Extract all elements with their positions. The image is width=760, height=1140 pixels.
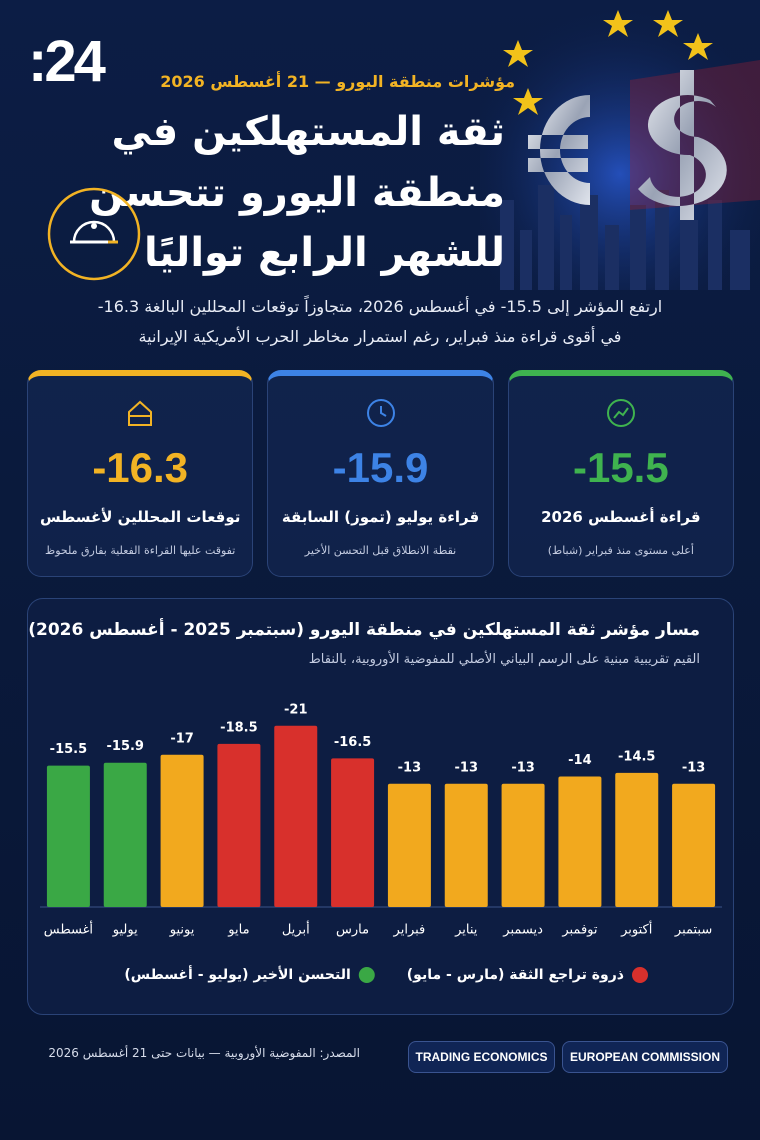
chart-subtitle: القيم تقريبية مبنية على الرسم البياني ال… xyxy=(308,652,700,667)
card-label: قراءة أغسطس 2026 xyxy=(541,508,701,526)
value-label: -17 xyxy=(170,731,194,746)
card-value: -15.5 xyxy=(572,444,669,491)
bar xyxy=(331,758,375,907)
value-label: -16.5 xyxy=(334,735,371,750)
stat-card: -15.5 قراءة أغسطس 2026 أعلى مستوى منذ فب… xyxy=(507,370,734,577)
bar xyxy=(274,725,318,907)
legend-swatch xyxy=(632,967,648,983)
headline: منطقة اليورو تتحسن xyxy=(89,170,505,216)
header-icon xyxy=(47,187,141,281)
x-tick-label: أغسطس xyxy=(44,921,93,938)
card-value: -16.3 xyxy=(92,444,189,491)
x-tick-label: فبراير xyxy=(393,923,426,938)
x-tick-label: يوليو xyxy=(112,923,138,938)
value-label: -13 xyxy=(511,760,535,775)
stat-card: -15.9 قراءة يوليو (تموز) السابقة نقطة ال… xyxy=(267,370,494,577)
x-tick-label: أبريل xyxy=(282,921,310,938)
bar xyxy=(558,776,602,907)
bar xyxy=(615,772,659,907)
card-icon xyxy=(606,399,635,427)
x-tick-label: سبتمبر xyxy=(674,923,712,938)
bar xyxy=(444,783,488,907)
stat-cards: -15.5 قراءة أغسطس 2026 أعلى مستوى منذ فب… xyxy=(27,370,734,577)
hero-art xyxy=(480,0,760,290)
bar xyxy=(387,783,431,907)
x-tick-label: أكتوبر xyxy=(620,921,652,938)
source: المصدر: المفوضية الأوروبية — بيانات حتى … xyxy=(48,1046,360,1060)
card-label: قراءة يوليو (تموز) السابقة xyxy=(281,508,480,526)
value-label: -18.5 xyxy=(220,720,257,735)
card-icon xyxy=(366,399,395,427)
card-note: أعلى مستوى منذ فبراير (شباط) xyxy=(547,544,694,557)
headline: ثقة المستهلكين في xyxy=(111,109,505,155)
bar xyxy=(501,783,545,907)
x-tick-label: يناير xyxy=(454,923,478,938)
value-label: -13 xyxy=(398,760,422,775)
legend-label: ذروة تراجع الثقة (مارس - مايو) xyxy=(407,967,624,983)
x-tick-label: مارس xyxy=(336,923,369,938)
card-label: توقعات المحللين لأغسطس xyxy=(39,508,241,526)
badge: TRADING ECONOMICS xyxy=(408,1041,555,1073)
logo: :24 xyxy=(28,29,106,94)
summary-line: في أقوى قراءة منذ فبراير، رغم استمرار مخ… xyxy=(138,327,622,346)
legend-label: التحسن الأخير (يوليو - أغسطس) xyxy=(124,965,350,983)
bar xyxy=(103,762,147,907)
x-tick-label: يونيو xyxy=(169,923,195,938)
x-tick-label: مايو xyxy=(227,923,249,938)
value-label: -14.5 xyxy=(618,749,655,764)
value-label: -15.5 xyxy=(50,742,87,757)
headline: للشهر الرابع تواليًا xyxy=(143,230,505,276)
bar xyxy=(672,783,716,907)
value-label: -14 xyxy=(568,753,592,768)
value-label: -21 xyxy=(284,702,308,717)
badge: EUROPEAN COMMISSION xyxy=(562,1041,728,1073)
stat-card: -16.3 توقعات المحللين لأغسطس تفوقت عليها… xyxy=(27,370,254,577)
card-note: تفوقت عليها القراءة الفعلية بفارق ملحوظ xyxy=(45,544,236,557)
value-label: -15.9 xyxy=(107,739,144,754)
chart-title: مسار مؤشر ثقة المستهلكين في منطقة اليورو… xyxy=(28,620,700,640)
value-label: -13 xyxy=(682,760,706,775)
legend-swatch xyxy=(358,967,375,983)
card-icon xyxy=(128,400,153,426)
kicker: مؤشرات منطقة اليورو — 21 أغسطس 2026 xyxy=(160,72,515,91)
card-note: نقطة الانطلاق قبل التحسن الأخير xyxy=(304,544,457,557)
bar xyxy=(160,754,204,907)
x-tick-label: ديسمبر xyxy=(502,923,543,938)
value-label: -13 xyxy=(455,760,479,775)
bar xyxy=(217,743,261,907)
summary: ارتفع المؤشر إلى ‎-15.5‏ في أغسطس 2026، … xyxy=(40,292,720,352)
chart: -13 سبتمبر -14.5 أكتوبر -14 توفمبر -13 ديسمبر -1… xyxy=(40,702,722,983)
bar xyxy=(46,765,90,907)
x-tick-label: توفمبر xyxy=(561,923,598,938)
summary-line: ارتفع المؤشر إلى ‎-15.5‏ في أغسطس 2026، … xyxy=(97,297,663,316)
card-value: -15.9 xyxy=(332,444,429,491)
